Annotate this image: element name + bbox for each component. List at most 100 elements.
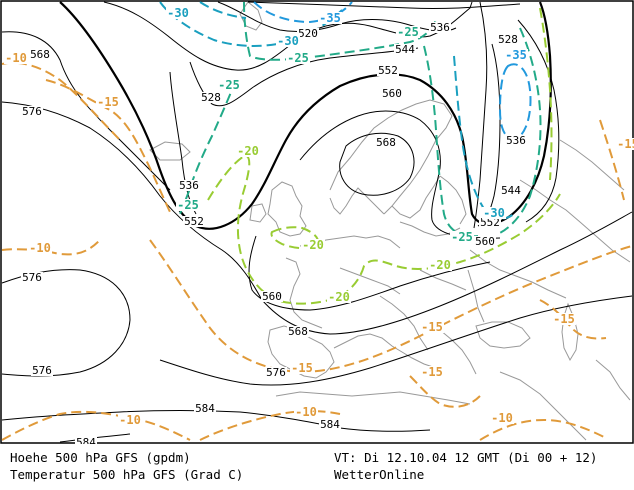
temperature-label-bg [490,412,514,424]
temperature-contour-label: -10 [5,51,27,65]
height-label-bg [75,437,97,444]
temperature-label-bg [616,138,634,150]
height-label-bg [200,92,222,103]
temperature-contour-label: -10 [29,241,51,255]
height-label-bg [381,88,403,99]
temperature-contour-label: -10 [491,411,513,425]
height-label-bg [194,403,216,414]
temperature-label-bg [396,26,420,38]
height-label-bg [429,22,451,33]
height-label-bg [183,216,205,227]
temperature-label-bg [428,259,452,271]
temperature-label-bg [28,242,52,254]
temperature-label-bg [118,414,142,426]
height-contour-label: 568 [30,48,50,61]
height-contour-label: 576 [22,271,42,284]
height-contour-label: 560 [382,87,402,100]
temperature-label-bg [552,313,576,325]
height-contour-label: 528 [201,91,221,104]
height-label-bg [29,49,51,60]
height-legend-text: Hoehe 500 hPa GFS (gpdm) [10,450,191,465]
height-contour-label: 584 [195,402,215,415]
height-contour-label: 536 [179,179,199,192]
height-label-bg [31,365,53,376]
temperature-contour-label: -25 [287,51,309,65]
temperature-label-bg [4,52,28,64]
height-label-bg [505,135,527,146]
temperature-label-bg [286,52,310,64]
height-contour-label: 520 [298,27,318,40]
provider-text: WetterOnline [334,467,425,482]
height-label-bg [474,236,496,247]
temperature-legend-text: Temperatur 500 hPa GFS (Grad C) [10,467,244,482]
height-contour-label: 552 [480,216,500,229]
temperature-contour-label: -25 [177,198,199,212]
temperature-contour-label: -15 [553,312,575,326]
temperature-contour-label: -20 [429,258,451,272]
temperature-label-bg [276,35,300,47]
temperature-contour-label: -20 [328,290,350,304]
height-contour-label: 576 [32,364,52,377]
height-contour-label: 536 [430,21,450,34]
height-contour-label: 568 [376,136,396,149]
height-contour-label: 584 [320,418,340,431]
valid-time-text: VT: Di 12.10.04 12 GMT (Di 00 + 12) [334,450,598,465]
height-label-bg [500,185,522,196]
temperature-label-bg [420,321,444,333]
height-contours [1,1,633,443]
height-label-bg [394,44,416,55]
height-label-bg [297,28,319,39]
temperature-contour-label: -15 [421,365,443,379]
temperature-contour-label: -35 [319,11,341,25]
temperature-contour-label: -15 [421,320,443,334]
map-border [0,0,634,444]
temperature-contour-label: -30 [277,34,299,48]
temperature-label-bg [96,96,120,108]
height-labels: 568 576 576 576 520 528 536 544 552 560 568 528 536 5… [21,21,527,444]
height-contour-label: 584 [76,436,96,444]
temperature-contour-label: -25 [451,230,473,244]
height-label-bg [178,180,200,191]
temperature-contour-label: -30 [483,206,505,220]
height-contour-label: 560 [262,290,282,303]
height-label-bg [21,272,43,283]
temperature-labels: -10-10-10-10-10-15-15-15-15-15-15-20-20-… [4,6,634,427]
temperature-contour-label: -10 [295,405,317,419]
temperature-contour-label: -25 [397,25,419,39]
temperature-contour-label: -30 [167,6,189,20]
temperature-label-bg [301,239,325,251]
temperature-label-bg [217,79,241,91]
temperature-label-bg [504,49,528,61]
height-contour-label: 536 [506,134,526,147]
temperature-contour-label: -10 [119,413,141,427]
temperature-label-bg [176,199,200,211]
temperature-label-bg [166,7,190,19]
height-label-bg [479,217,501,228]
temperature-label-bg [450,231,474,243]
height-contour-label: 528 [498,33,518,46]
height-label-bg [375,137,397,148]
temperature-contour-label: -15 [291,361,313,375]
temperature-label-bg [327,291,351,303]
temperature-label-bg [420,366,444,378]
temperature-label-bg [236,145,260,157]
height-contour-label: 560 [475,235,495,248]
temperature-label-bg [482,207,506,219]
height-contour-label: 576 [22,105,42,118]
temperature-contour-label: -15 [97,95,119,109]
height-label-bg [377,65,399,76]
height-label-bg [319,419,341,430]
height-contour-label: 568 [288,325,308,338]
geopotential-temperature-map: 568 576 576 576 520 528 536 544 552 560 568 528 536 5… [0,0,634,444]
height-contour-label: 576 [266,366,286,379]
temperature-label-bg [290,362,314,374]
height-label-bg [497,34,519,45]
height-label-bg [21,106,43,117]
height-label-bg [287,326,309,337]
height-label-bg [261,291,283,302]
height-contour-label: 544 [395,43,415,56]
temperature-contour-label: -25 [218,78,240,92]
height-label-bg [265,367,287,378]
temperature-contour-label: -15 [617,137,634,151]
